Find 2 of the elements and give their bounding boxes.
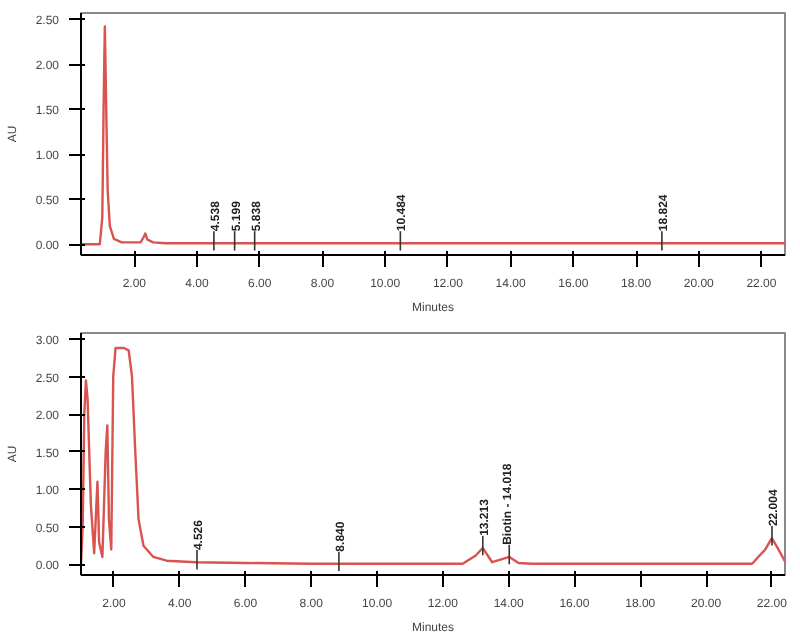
line-series	[81, 25, 785, 246]
line-series	[81, 346, 785, 566]
